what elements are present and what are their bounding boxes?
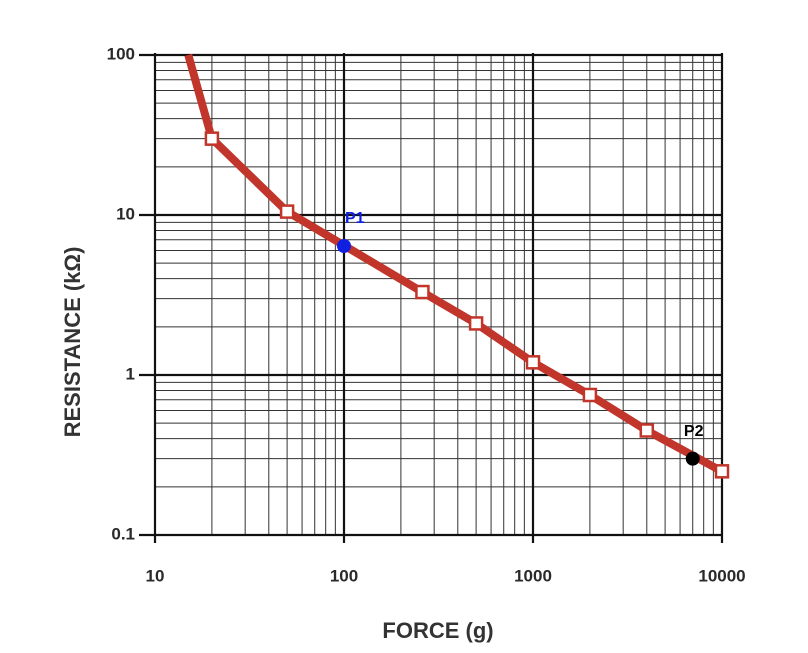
data-marker [468,316,484,331]
data-marker [714,464,730,479]
point-label: P1 [345,210,365,227]
data-marker [525,355,541,370]
point-marker [685,451,700,466]
data-marker [582,387,598,403]
x-tick-label: 10000 [698,566,745,585]
y-tick-label: 1 [126,364,135,383]
data-marker [639,423,655,438]
x-tick-label: 1000 [514,566,552,585]
data-marker [279,204,295,219]
y-tick-label: 100 [107,44,135,63]
x-tick-label: 100 [330,566,358,585]
point-marker [337,239,351,254]
data-marker [204,131,220,146]
y-tick-label: 10 [116,204,135,223]
y-tick-label: 0.1 [111,524,135,543]
x-axis-label: FORCE (g) [382,618,493,643]
point-label: P2 [684,423,704,440]
x-tick-label: 10 [146,566,165,585]
y-axis-label: RESISTANCE (kΩ) [60,247,85,438]
data-marker [415,284,430,300]
